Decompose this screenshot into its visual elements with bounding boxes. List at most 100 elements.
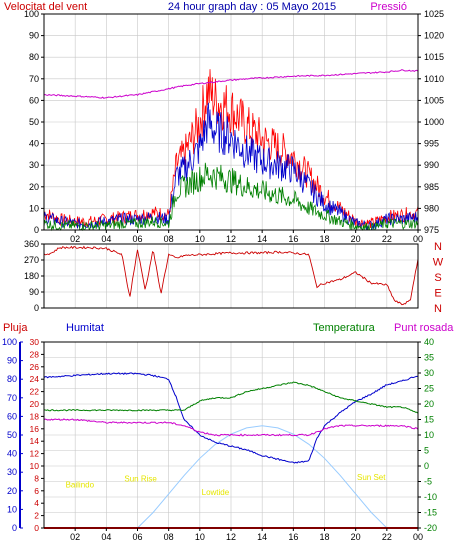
y-tick-label: 30 [29, 160, 39, 170]
y-tick-label: 20 [30, 399, 40, 409]
y-tick-label: 1015 [424, 52, 444, 62]
y-tick-label: 50 [7, 430, 17, 440]
wind-axis-label: Velocitat del vent [4, 1, 87, 13]
compass-label: S [434, 272, 441, 284]
y-tick-label: 990 [424, 160, 439, 170]
y-tick-label: 40 [424, 337, 434, 347]
y-tick-label: 0 [34, 523, 39, 533]
annotation-label: Sun Rise [124, 475, 157, 484]
x-tick-label: 02 [70, 234, 80, 244]
x-tick-label: 06 [132, 532, 142, 542]
x-tick-label: 02 [70, 532, 80, 542]
y-tick-label: 100 [24, 9, 39, 19]
dewpoint-line [43, 418, 419, 437]
x-tick-label: 00 [413, 234, 423, 244]
temperature-y-ticks: -20 -15 -10 -5 0 5 10 15 20 25 30 35 40 [418, 337, 437, 533]
y-tick-label: 30 [30, 337, 40, 347]
y-tick-label: 35 [424, 353, 434, 363]
y-tick-label: 8 [34, 473, 39, 483]
y-tick-label: 10 [30, 461, 40, 471]
y-tick-label: 980 [424, 203, 439, 213]
y-tick-label: 22 [30, 387, 40, 397]
x-tick-label: 08 [164, 532, 174, 542]
x-tick-label: 14 [257, 532, 267, 542]
legend-humitat: Humitat [66, 322, 104, 334]
x-tick-label: 04 [101, 532, 111, 542]
y-tick-label: 70 [29, 74, 39, 84]
sun-elevation-line [137, 425, 388, 529]
y-tick-label: 0 [34, 225, 39, 235]
y-tick-label: 1020 [424, 31, 444, 41]
y-tick-label: 1005 [424, 95, 444, 105]
climate-annotations: Bailindo Sun Rise Lowtide Sun Set [66, 473, 387, 497]
y-tick-label: 90 [29, 287, 39, 297]
x-tick-label: 20 [351, 532, 361, 542]
wind-y-ticks: 0 10 20 30 40 50 60 70 80 90 100 [24, 9, 44, 235]
y-tick-label: 16 [30, 424, 40, 434]
annotation-label: Lowtide [202, 488, 230, 497]
y-tick-label: 4 [34, 498, 39, 508]
x-tick-label: 14 [257, 234, 267, 244]
wind-x-ticks: 02 04 06 08 10 12 14 16 18 20 22 00 [70, 230, 423, 244]
pressure-axis-label: Pressió [370, 1, 407, 13]
direction-y-ticks: 0 90 180 270 360 [24, 239, 44, 313]
y-tick-label: 975 [424, 225, 439, 235]
y-tick-label: 14 [30, 436, 40, 446]
y-tick-label: 985 [424, 182, 439, 192]
annotation-label: Bailindo [66, 481, 95, 490]
y-tick-label: -10 [424, 492, 437, 502]
y-tick-label: 995 [424, 139, 439, 149]
y-tick-label: -20 [424, 523, 437, 533]
x-tick-label: 10 [195, 532, 205, 542]
climate-x-ticks: 02 04 06 08 10 12 14 16 18 20 22 00 [70, 528, 423, 542]
compass-label: N [434, 303, 442, 315]
y-tick-label: 60 [7, 411, 17, 421]
wind-series [43, 69, 419, 232]
y-tick-label: 40 [29, 139, 39, 149]
y-tick-label: 50 [29, 117, 39, 127]
y-tick-label: 28 [30, 349, 40, 359]
y-tick-label: 90 [29, 31, 39, 41]
x-tick-label: 16 [288, 532, 298, 542]
y-tick-label: 1000 [424, 117, 444, 127]
wind-line-2 [43, 162, 419, 232]
y-tick-label: 30 [424, 368, 434, 378]
y-tick-label: 10 [7, 504, 17, 514]
legend-punt-rosada: Punt rosada [394, 322, 454, 334]
y-tick-label: 180 [24, 271, 39, 281]
x-tick-label: 06 [132, 234, 142, 244]
y-tick-label: 1010 [424, 74, 444, 84]
direction-line [43, 245, 419, 306]
y-tick-label: 0 [34, 303, 39, 313]
y-tick-label: 270 [24, 255, 39, 265]
legend-temperatura: Temperatura [313, 322, 376, 334]
y-tick-label: 0 [12, 523, 17, 533]
y-tick-label: 6 [34, 486, 39, 496]
y-tick-label: 20 [424, 399, 434, 409]
wind-line-1 [43, 102, 419, 231]
y-tick-label: 100 [2, 337, 17, 347]
y-tick-label: 2 [34, 511, 39, 521]
y-tick-label: 1025 [424, 9, 444, 19]
annotation-label: Sun Set [357, 473, 386, 482]
x-tick-label: 08 [164, 234, 174, 244]
legend-pluja: Pluja [3, 322, 28, 334]
y-tick-label: 26 [30, 362, 40, 372]
x-tick-label: 12 [226, 234, 236, 244]
x-tick-label: 04 [101, 234, 111, 244]
direction-series [43, 245, 419, 306]
y-tick-label: 90 [7, 356, 17, 366]
x-tick-label: 18 [319, 234, 329, 244]
x-tick-label: 18 [319, 532, 329, 542]
x-tick-label: 22 [382, 234, 392, 244]
y-tick-label: 80 [7, 374, 17, 384]
y-tick-label: 20 [29, 182, 39, 192]
x-tick-label: 20 [351, 234, 361, 244]
x-tick-label: 12 [226, 532, 236, 542]
graph-title: 24 hour graph day : 05 Mayo 2015 [168, 1, 336, 13]
y-tick-label: 5 [424, 446, 429, 456]
y-tick-label: 360 [24, 239, 39, 249]
y-tick-label: 70 [7, 393, 17, 403]
